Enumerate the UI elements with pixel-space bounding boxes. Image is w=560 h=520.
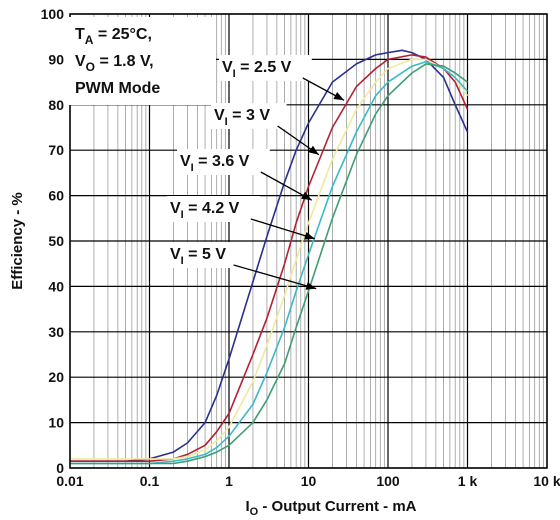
series-label: VI = 4.2 V <box>170 200 240 221</box>
y-tick-labels: 0 10 20 30 40 50 60 70 80 90 100 <box>41 6 65 476</box>
series-label-background <box>167 196 260 222</box>
x-tick-label: 100 <box>376 473 400 489</box>
arrowhead <box>305 282 317 290</box>
y-tick-label: 30 <box>48 324 64 340</box>
x-axis-label-main: I <box>245 498 249 515</box>
y-tick-label: 80 <box>48 97 64 113</box>
series-line <box>70 54 469 462</box>
condition-line: VO = 1.8 V, <box>75 53 154 74</box>
y-tick-label: 10 <box>48 415 64 431</box>
arrowhead <box>304 231 315 240</box>
y-tick-label: 50 <box>48 233 64 249</box>
y-tick-label: 40 <box>48 278 64 294</box>
series-label: VI = 2.5 V <box>222 59 292 80</box>
x-tick-label: 10 <box>301 473 317 489</box>
series-label-background <box>167 242 243 268</box>
x-tick-label: 1 k <box>458 473 478 489</box>
x-tick-label: 1 <box>225 473 233 489</box>
y-tick-label: 60 <box>48 188 64 204</box>
series-label: VI = 5 V <box>170 246 226 267</box>
y-axis-label: Efficiency - % <box>9 192 26 290</box>
x-tick-labels: 0.01 0.1 1 10 100 1 k 10 k <box>56 473 560 489</box>
y-tick-label: 20 <box>48 369 64 385</box>
x-tick-label: 0.01 <box>56 473 83 489</box>
x-axis-label-sub: O <box>250 506 259 518</box>
arrowhead <box>301 191 312 201</box>
series-label-background <box>219 55 312 81</box>
conditions-background <box>68 17 216 105</box>
condition-line: PWM Mode <box>75 80 160 97</box>
series-line <box>70 60 469 465</box>
series-label-pointer <box>233 264 317 290</box>
y-tick-label: 0 <box>56 460 64 476</box>
series-label: VI = 3.6 V <box>180 153 250 174</box>
series-line <box>70 58 469 460</box>
x-tick-label: 10 k <box>533 473 560 489</box>
condition-line: TA = 25°C, <box>75 26 152 47</box>
series-label: VI = 3 V <box>214 107 270 128</box>
series-label-pointer <box>250 218 315 240</box>
test-conditions: TA = 25°C, VO = 1.8 V, PWM Mode <box>75 26 160 97</box>
series-label-background <box>211 103 287 129</box>
series-line <box>70 63 468 465</box>
series-lines <box>70 49 469 465</box>
x-axis-label: IO - Output Current - mA <box>245 498 416 518</box>
series-label-background <box>177 149 270 175</box>
x-tick-label: 0.1 <box>140 473 160 489</box>
series-labels: VI = 2.5 V VI = 3 V VI = 3.6 V VI = 4.2 V VI… <box>167 55 345 290</box>
plot-frame <box>69 13 548 469</box>
y-tick-label: 90 <box>48 51 64 67</box>
x-axis-label-rest: - Output Current - mA <box>258 498 416 515</box>
arrowhead <box>333 91 345 101</box>
arrowhead <box>308 145 319 155</box>
y-tick-label: 100 <box>41 6 65 22</box>
y-tick-label: 70 <box>48 142 64 158</box>
